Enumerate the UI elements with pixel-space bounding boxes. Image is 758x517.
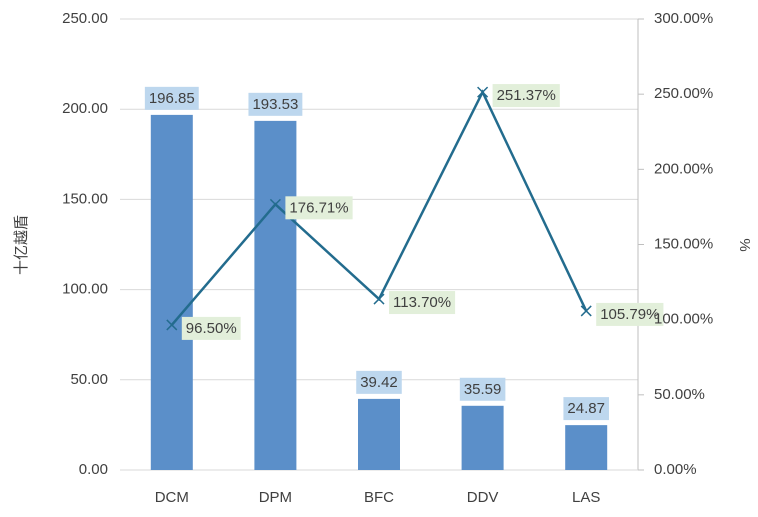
data-label: 113.70%	[393, 294, 451, 311]
data-label-box	[459, 377, 506, 401]
marker	[269, 198, 281, 210]
data-label-box	[563, 397, 609, 421]
bar	[150, 114, 193, 470]
x-tick-label: DDV	[467, 489, 499, 506]
marker	[477, 86, 489, 98]
data-label: 35.59	[464, 381, 502, 398]
bar	[254, 120, 297, 470]
y2-tick-label: 100.00%	[654, 311, 713, 328]
data-label-box	[389, 291, 456, 315]
y2-tick-label: 150.00%	[654, 235, 713, 252]
y2-tick-label: 0.00%	[654, 461, 697, 478]
data-label: 196.85	[149, 90, 195, 107]
data-label-box	[356, 370, 402, 394]
x-tick-label: LAS	[572, 489, 600, 506]
y-axis-label: 十亿越盾	[13, 215, 30, 275]
data-label: 193.53	[252, 96, 298, 113]
bar	[358, 398, 400, 470]
marker	[166, 319, 178, 331]
x-tick-label: DPM	[259, 489, 292, 506]
y-tick-label: 150.00	[62, 190, 108, 207]
x-tick-label: DCM	[155, 489, 189, 506]
data-label: 39.42	[360, 374, 398, 391]
data-label-box	[181, 316, 241, 340]
bar	[461, 405, 504, 470]
y-tick-label: 0.00	[79, 461, 108, 478]
data-label-box	[285, 196, 353, 220]
marker	[373, 293, 385, 305]
data-label-box	[596, 302, 664, 326]
data-label-box	[248, 92, 303, 116]
bar	[565, 425, 608, 470]
labels: 196.85 193.53 39.42 35.59 24.87 96.50% 176.71%…	[144, 84, 664, 421]
y2-tick-label: 200.00%	[654, 160, 713, 177]
data-label: 251.37%	[497, 87, 556, 104]
data-label: 96.50%	[186, 320, 237, 337]
marks	[150, 86, 608, 470]
y2-axis-label: %	[736, 238, 753, 251]
y-tick-label: 100.00	[62, 281, 108, 298]
y-tick-label: 250.00	[62, 10, 108, 27]
marker	[580, 305, 592, 317]
data-label-box	[144, 86, 199, 110]
grid	[120, 18, 644, 471]
y2-tick-label: 300.00%	[654, 10, 713, 27]
data-label-box	[492, 84, 560, 108]
data-label: 176.71%	[289, 199, 348, 216]
y-tick-label: 50.00	[70, 371, 108, 388]
data-label: 24.87	[567, 400, 605, 417]
y-tick-label: 200.00	[62, 100, 108, 117]
y2-tick-label: 50.00%	[654, 386, 705, 403]
y2-tick-label: 250.00%	[654, 85, 713, 102]
data-label: 105.79%	[600, 306, 659, 323]
x-tick-label: BFC	[364, 489, 394, 506]
